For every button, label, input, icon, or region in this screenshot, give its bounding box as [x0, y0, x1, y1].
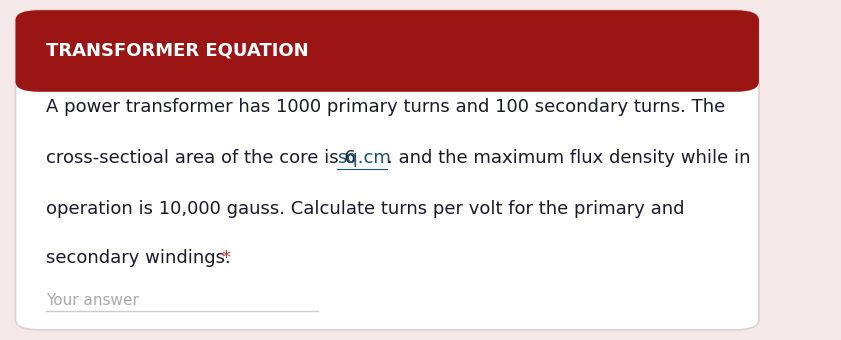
Bar	[24, 51, 751, 88]
FancyBboxPatch shape	[15, 10, 759, 92]
Text: operation is 10,000 gauss. Calculate turns per volt for the primary and: operation is 10,000 gauss. Calculate tur…	[46, 200, 685, 218]
Text: Your answer: Your answer	[46, 293, 140, 308]
Text: TRANSFORMER EQUATION: TRANSFORMER EQUATION	[46, 42, 309, 60]
Text: sq.cm: sq.cm	[337, 149, 391, 167]
Text: . and the maximum flux density while in: . and the maximum flux density while in	[387, 149, 750, 167]
Text: *: *	[222, 250, 231, 267]
Text: cross-sectioal area of the core is 6: cross-sectioal area of the core is 6	[46, 149, 362, 167]
FancyBboxPatch shape	[15, 10, 759, 330]
Text: A power transformer has 1000 primary turns and 100 secondary turns. The: A power transformer has 1000 primary tur…	[46, 98, 726, 116]
Text: secondary windings.: secondary windings.	[46, 250, 237, 267]
